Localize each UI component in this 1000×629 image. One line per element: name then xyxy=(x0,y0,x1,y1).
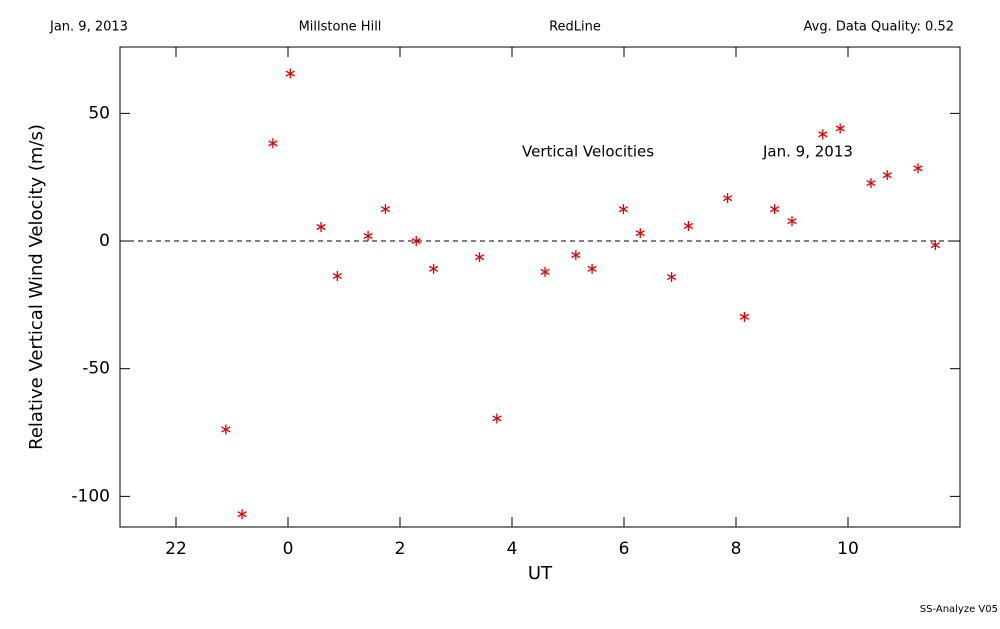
point xyxy=(540,266,550,277)
point xyxy=(411,236,421,247)
point xyxy=(474,252,485,263)
x-tick-label: 6 xyxy=(619,539,630,559)
point xyxy=(835,123,845,134)
point xyxy=(818,129,828,140)
point xyxy=(618,204,629,215)
point xyxy=(285,68,295,79)
point xyxy=(930,240,941,251)
point xyxy=(587,263,597,274)
y-tick-label: -50 xyxy=(82,359,110,379)
point xyxy=(571,250,581,261)
annotation: Vertical Velocities xyxy=(522,143,654,161)
header-date: Jan. 9, 2013 xyxy=(49,20,128,35)
x-tick-label: 10 xyxy=(837,539,859,559)
point xyxy=(666,272,677,283)
point xyxy=(866,178,876,189)
y-tick-label: 0 xyxy=(99,231,110,251)
point xyxy=(380,204,391,215)
x-axis-label: UT xyxy=(528,563,553,584)
plot-frame xyxy=(119,46,961,528)
point xyxy=(428,263,439,274)
x-tick-label: 22 xyxy=(165,539,187,559)
point xyxy=(268,138,278,149)
y-tick-label: 50 xyxy=(88,103,110,123)
header-line: RedLine xyxy=(549,20,601,35)
header-quality: Avg. Data Quality: 0.52 xyxy=(804,20,954,35)
x-tick-label: 0 xyxy=(283,539,294,559)
header-site: Millstone Hill xyxy=(299,20,382,35)
footer: SS-Analyze V05 xyxy=(920,604,998,615)
point xyxy=(787,216,797,227)
point xyxy=(237,509,247,520)
x-tick-label: 2 xyxy=(395,539,406,559)
point xyxy=(332,271,342,282)
point xyxy=(739,311,750,322)
annotation: Jan. 9, 2013 xyxy=(762,143,853,161)
point xyxy=(769,204,780,215)
y-axis-label: Relative Vertical Wind Velocity (m/s) xyxy=(26,124,47,450)
point xyxy=(492,413,502,424)
x-tick-label: 8 xyxy=(731,539,742,559)
y-tick-label: -100 xyxy=(71,486,110,506)
x-tick-label: 4 xyxy=(507,539,518,559)
point xyxy=(316,222,326,232)
point xyxy=(722,193,733,204)
point xyxy=(363,230,373,241)
point xyxy=(913,163,923,174)
point xyxy=(221,424,231,435)
point xyxy=(882,170,892,181)
point xyxy=(683,220,694,231)
point xyxy=(635,228,645,239)
